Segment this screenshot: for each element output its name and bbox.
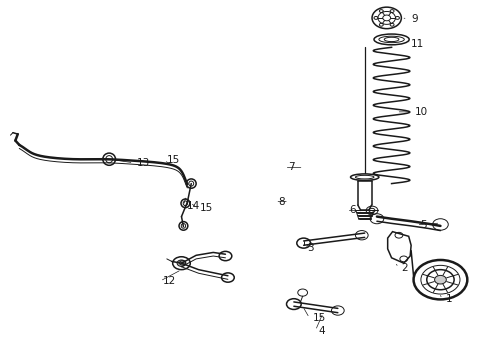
Text: 7: 7 [288, 162, 294, 172]
Text: 9: 9 [411, 14, 418, 24]
Circle shape [435, 275, 446, 284]
Text: 8: 8 [278, 197, 285, 207]
Text: 5: 5 [420, 220, 427, 230]
Text: 14: 14 [186, 201, 199, 211]
Text: 15: 15 [200, 203, 213, 213]
Text: 13: 13 [137, 158, 150, 168]
Text: 15: 15 [167, 155, 180, 165]
Text: 2: 2 [401, 263, 408, 273]
Text: 15: 15 [313, 313, 326, 323]
Text: 11: 11 [411, 40, 424, 49]
Text: 10: 10 [415, 107, 428, 117]
Text: 4: 4 [318, 325, 325, 336]
Circle shape [177, 260, 186, 266]
Text: 12: 12 [163, 276, 176, 286]
Text: 6: 6 [349, 206, 356, 216]
Text: 1: 1 [445, 294, 452, 304]
Text: 3: 3 [308, 243, 314, 253]
